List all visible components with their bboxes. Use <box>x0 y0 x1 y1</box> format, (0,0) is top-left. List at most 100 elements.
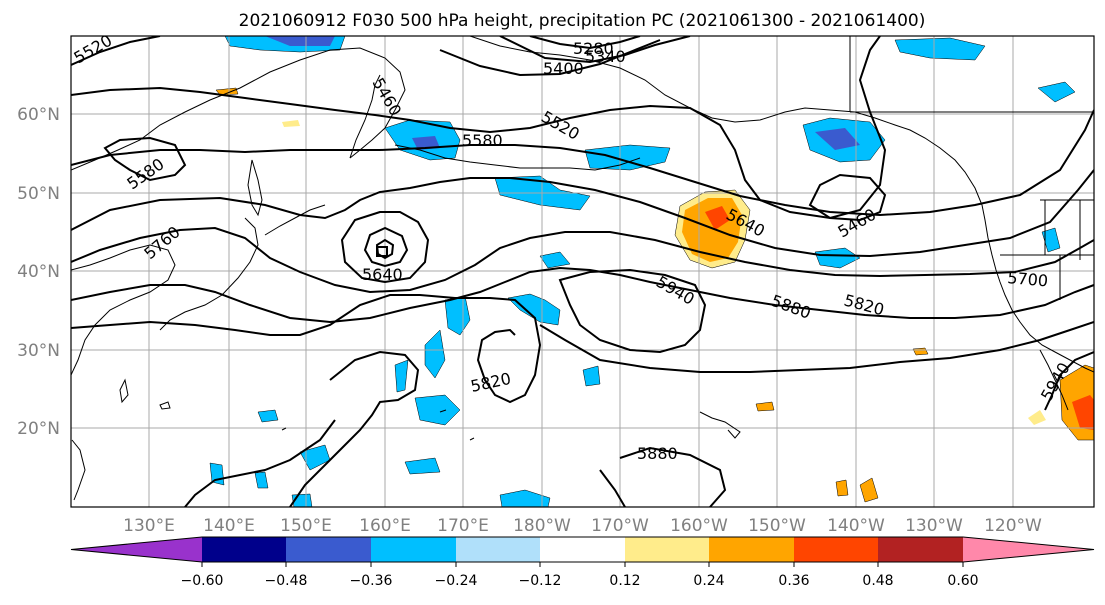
contour-line <box>71 109 1094 217</box>
colorbar-tick-label: −0.48 <box>265 573 308 589</box>
colorbar-segment <box>286 537 371 562</box>
colorbar-segment <box>709 537 794 562</box>
contour-line <box>499 36 691 64</box>
colorbar-tick-label: −0.36 <box>350 573 393 589</box>
precip-area <box>1028 410 1046 425</box>
precip-positive-areas <box>215 87 1094 503</box>
contour-line <box>529 36 641 50</box>
latitude-labels: 60°N 50°N 40°N 30°N 20°N <box>17 105 60 439</box>
colorbar-segment <box>540 537 625 562</box>
lon-label: 180°W <box>513 516 571 536</box>
colorbar-tick-label: −0.60 <box>181 573 224 589</box>
colorbar-segment <box>371 537 456 562</box>
contour-line <box>808 173 887 222</box>
contour-line <box>619 446 727 507</box>
precip-area <box>815 128 860 150</box>
lon-label: 160°E <box>359 516 411 536</box>
contour-line <box>184 419 336 507</box>
lon-label: 130°W <box>905 516 963 536</box>
lat-label: 50°N <box>17 184 60 204</box>
precip-area <box>894 37 986 61</box>
precip-area <box>1037 81 1076 103</box>
precip-area <box>859 477 879 503</box>
contour-line <box>340 211 430 284</box>
precip-area <box>912 347 929 356</box>
contour-label: 5640 <box>362 265 403 284</box>
colorbar-segments <box>70 536 1095 563</box>
colorbar-segment <box>794 537 878 562</box>
precip-area <box>424 329 446 379</box>
contour-line <box>363 226 409 268</box>
precip-area <box>584 144 671 171</box>
lon-label: 150°W <box>748 516 806 536</box>
coast-taiwan-ph <box>71 378 129 501</box>
contour-line <box>71 266 1094 324</box>
lon-label: 160°W <box>670 516 728 536</box>
precip-area <box>835 479 849 497</box>
contour-line <box>539 321 1094 373</box>
contour-line <box>71 36 887 220</box>
contour-line <box>289 350 420 507</box>
precip-area <box>755 401 775 412</box>
lon-label: 140°E <box>203 516 255 536</box>
precip-area <box>814 247 861 269</box>
colorbar-tick-label: 0.48 <box>862 573 893 589</box>
border-states <box>1000 200 1094 300</box>
precip-area <box>404 457 441 475</box>
colorbar-tick-labels: −0.60 −0.48 −0.36 −0.24 −0.12 0.12 0.24 … <box>181 573 979 589</box>
coast-alaska <box>469 36 983 206</box>
colorbar-segment <box>963 537 1094 562</box>
colorbar-tick-label: −0.24 <box>435 573 478 589</box>
colorbar-segment <box>625 537 709 562</box>
coast-japan <box>159 217 259 331</box>
colorbar: −0.60 −0.48 −0.36 −0.24 −0.12 0.12 0.24 … <box>70 536 1095 589</box>
precip-area <box>282 120 300 127</box>
coast-islands <box>159 401 475 441</box>
contour-label: 5880 <box>637 444 678 463</box>
precip-area <box>254 471 269 489</box>
coast-kamchatka <box>349 74 381 159</box>
lon-label: 130°E <box>123 516 175 536</box>
coast-aleutians <box>394 144 641 171</box>
colorbar-segment <box>878 537 963 562</box>
lon-label: 150°E <box>280 516 332 536</box>
contour-label: 5400 <box>543 59 584 78</box>
map-title: 2021060912 F030 500 hPa height, precipit… <box>239 11 926 31</box>
coast-kurils <box>264 204 326 236</box>
precip-area <box>265 36 335 46</box>
colorbar-tick-label: 0.24 <box>693 573 724 589</box>
lon-label: 170°W <box>591 516 649 536</box>
lat-label: 40°N <box>17 262 60 282</box>
coast-canada-us <box>981 204 1094 373</box>
contour-line <box>599 469 626 507</box>
lat-label: 60°N <box>17 105 60 125</box>
contour-line <box>71 169 1094 258</box>
contour-line <box>375 238 395 260</box>
contour-line <box>71 226 1094 294</box>
precip-area <box>414 394 461 426</box>
coastlines <box>71 36 1094 501</box>
colorbar-tick-label: −0.12 <box>519 573 562 589</box>
contour-line <box>71 294 542 404</box>
colorbar-ticks <box>201 562 964 567</box>
precip-area <box>1072 395 1094 430</box>
precip-area <box>257 409 279 423</box>
lon-label: 170°E <box>437 516 489 536</box>
coast-korea-china <box>71 244 176 376</box>
map-border <box>70 35 1095 508</box>
contour-label: 5700 <box>1007 268 1049 290</box>
contour-line <box>558 268 707 354</box>
precip-area <box>682 198 742 262</box>
contour-label: 5340 <box>585 47 626 66</box>
precip-area <box>705 206 730 230</box>
contour-label: 5280 <box>573 39 614 58</box>
lat-label: 30°N <box>17 341 60 361</box>
coast-baja <box>1039 349 1069 411</box>
lat-label: 20°N <box>17 419 60 439</box>
colorbar-segment <box>202 537 286 562</box>
precip-area <box>1041 227 1061 253</box>
precip-area <box>539 251 571 269</box>
contour-low-center <box>376 246 388 257</box>
